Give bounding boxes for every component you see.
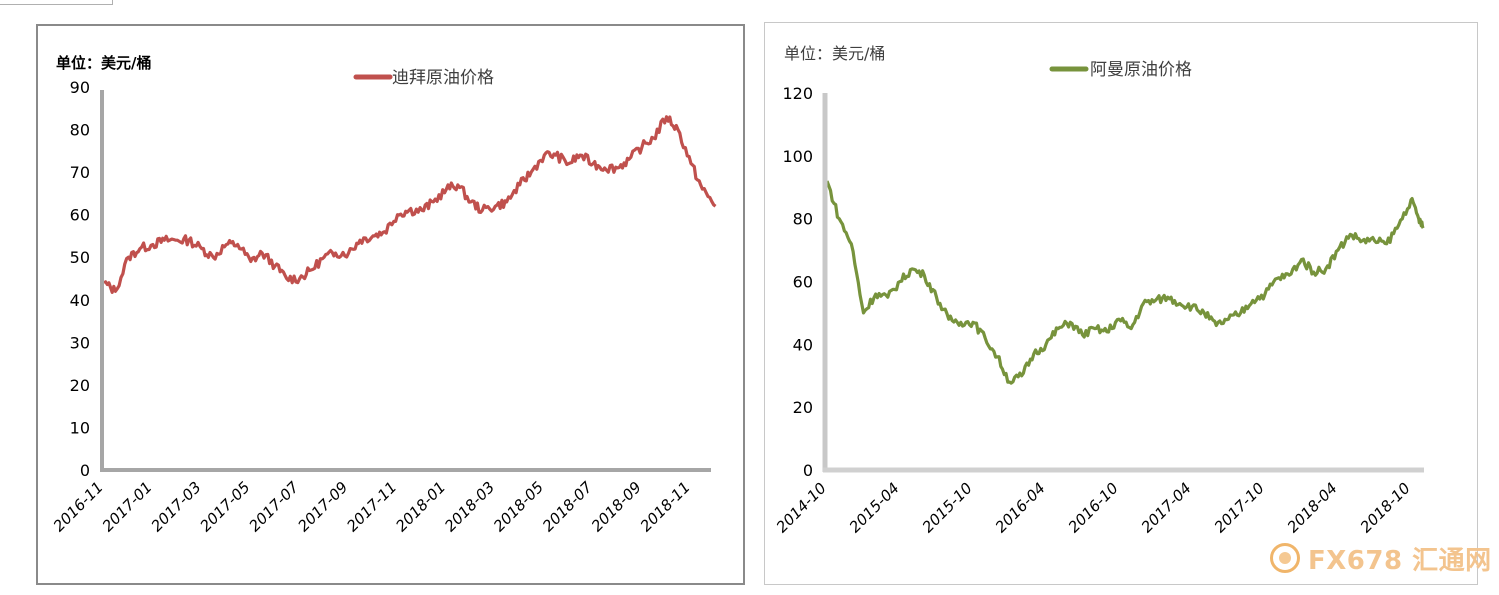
oman-y-tick-label: 40 bbox=[793, 335, 813, 354]
oman-y-tick-label: 120 bbox=[782, 84, 813, 103]
dubai-price-chart: 单位：美元/桶 迪拜原油价格 0 10 20 30 40 50 60 70 80 90 2016-… bbox=[50, 54, 717, 535]
fx678-watermark-text: FX678 汇通网 bbox=[1308, 545, 1492, 576]
dubai-y-tick-label: 20 bbox=[70, 376, 90, 395]
oman-price-chart: 单位：美元/桶 阿曼原油价格 0 20 40 60 80 100 120 2014-10 20… bbox=[773, 44, 1425, 536]
dubai-x-tick-label: 2017-09 bbox=[294, 478, 351, 535]
fx678-watermark-logo: FX678 汇通网 bbox=[1270, 541, 1492, 576]
oman-unit-label: 单位：美元/桶 bbox=[784, 44, 885, 63]
fx678-logo-icon bbox=[1270, 543, 1300, 573]
oman-chart-panel: 单位：美元/桶 阿曼原油价格 0 20 40 60 80 100 120 2014-10 20… bbox=[764, 22, 1478, 585]
oman-y-tick-label: 80 bbox=[793, 210, 813, 229]
oman-x-tick-label: 2015-10 bbox=[919, 479, 976, 536]
dubai-x-tick-label: 2017-01 bbox=[99, 478, 156, 535]
dubai-price-line bbox=[103, 115, 717, 294]
dubai-x-tick-label: 2018-11 bbox=[637, 478, 694, 535]
dubai-y-tick-label: 10 bbox=[70, 418, 90, 437]
oman-x-tick-label: 2014-10 bbox=[773, 479, 830, 536]
dubai-x-tick-label: 2017-03 bbox=[148, 478, 205, 535]
dubai-legend-label: 迪拜原油价格 bbox=[392, 68, 494, 88]
dubai-x-tick-label: 2018-01 bbox=[392, 478, 449, 535]
dubai-unit-label: 单位：美元/桶 bbox=[56, 54, 151, 72]
dubai-x-tick-label: 2016-11 bbox=[50, 478, 107, 535]
dubai-y-tick-label: 70 bbox=[70, 163, 90, 182]
dubai-x-tick-label: 2018-03 bbox=[441, 478, 498, 535]
oman-x-tick-label: 2018-10 bbox=[1357, 479, 1414, 536]
dubai-x-tick-label: 2018-07 bbox=[539, 478, 596, 535]
oman-y-tick-label: 20 bbox=[793, 398, 813, 417]
oman-y-tick-label: 0 bbox=[803, 461, 813, 480]
dubai-x-tick-label: 2017-05 bbox=[197, 478, 254, 535]
oman-x-tick-label: 2015-04 bbox=[846, 479, 903, 536]
oman-x-tick-label: 2016-10 bbox=[1065, 479, 1122, 536]
dubai-x-tick-label: 2018-05 bbox=[490, 478, 547, 535]
dubai-y-tick-label: 40 bbox=[70, 291, 90, 310]
dubai-y-tick-label: 60 bbox=[70, 206, 90, 225]
dubai-x-tick-label: 2017-07 bbox=[245, 478, 302, 535]
oman-x-tick-label: 2018-04 bbox=[1284, 479, 1341, 536]
oman-x-tick-label: 2017-10 bbox=[1211, 479, 1268, 536]
dubai-x-tick-label: 2017-11 bbox=[343, 478, 400, 535]
oman-legend-label: 阿曼原油价格 bbox=[1090, 60, 1192, 80]
dubai-y-tick-label: 30 bbox=[70, 333, 90, 352]
oman-y-tick-label: 100 bbox=[782, 147, 813, 166]
oman-x-tick-label: 2017-04 bbox=[1138, 479, 1195, 536]
dubai-y-tick-label: 0 bbox=[80, 461, 90, 480]
dubai-y-tick-label: 50 bbox=[70, 248, 90, 267]
oman-x-tick-label: 2016-04 bbox=[992, 479, 1049, 536]
dubai-chart-panel: 单位：美元/桶 迪拜原油价格 0 10 20 30 40 50 60 70 80 90 2016-… bbox=[36, 24, 745, 585]
dubai-y-tick-label: 80 bbox=[70, 121, 90, 140]
dubai-y-tick-label: 90 bbox=[70, 78, 90, 97]
top-tab-outline bbox=[0, 0, 113, 5]
oman-y-tick-label: 60 bbox=[793, 273, 813, 292]
dubai-x-tick-label: 2018-09 bbox=[588, 478, 645, 535]
oman-price-line bbox=[825, 180, 1425, 385]
